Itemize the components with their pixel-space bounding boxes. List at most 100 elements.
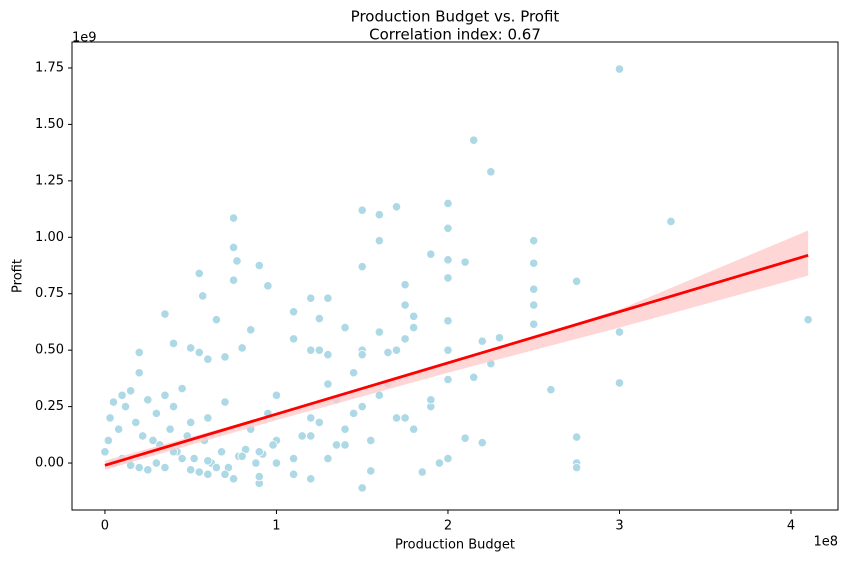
chart-title: Production Budget vs. Profit	[351, 8, 560, 26]
point	[134, 462, 144, 473]
point	[383, 347, 393, 358]
point	[460, 257, 470, 267]
point	[477, 438, 487, 448]
point	[254, 471, 264, 482]
point	[306, 431, 316, 441]
point	[108, 397, 119, 407]
point	[228, 474, 239, 484]
point	[572, 462, 582, 473]
point	[268, 440, 278, 450]
point	[374, 236, 384, 246]
point	[614, 327, 625, 337]
y-offset-label: 1e9	[72, 31, 97, 46]
point	[366, 435, 376, 446]
point	[400, 300, 410, 310]
point	[614, 378, 625, 388]
point	[177, 383, 187, 394]
point	[443, 273, 453, 283]
point	[216, 447, 227, 457]
point	[306, 345, 316, 355]
point	[134, 347, 144, 358]
confidence-band	[104, 230, 809, 470]
point	[349, 368, 359, 378]
point	[237, 451, 247, 461]
point	[148, 435, 158, 446]
point	[165, 424, 175, 434]
chart-subtitle: Correlation index: 0.67	[369, 26, 541, 44]
point	[494, 333, 505, 343]
point	[143, 465, 153, 475]
point	[434, 458, 444, 468]
point	[400, 413, 410, 423]
point	[469, 372, 479, 382]
y-axis-label: Profit	[11, 259, 26, 293]
point	[306, 474, 316, 484]
point	[340, 440, 350, 450]
point	[426, 395, 436, 405]
y-tick-label: 1.75	[35, 60, 64, 75]
point	[271, 458, 282, 468]
point	[271, 390, 282, 400]
point	[803, 315, 813, 325]
point	[211, 462, 222, 473]
point	[443, 316, 453, 326]
point	[323, 453, 333, 464]
point	[314, 417, 324, 428]
point	[426, 249, 436, 259]
point	[357, 402, 367, 412]
point	[314, 313, 324, 324]
point	[614, 64, 625, 74]
point	[160, 309, 170, 319]
point	[357, 205, 367, 215]
point	[297, 431, 307, 441]
x-tick-label: 0	[101, 519, 109, 534]
point	[349, 408, 359, 418]
y-tick-label: 1.25	[35, 173, 64, 188]
point	[228, 213, 239, 223]
point	[572, 432, 582, 442]
point	[203, 456, 213, 466]
point	[529, 300, 539, 310]
point	[409, 424, 419, 434]
point	[529, 236, 539, 246]
point	[443, 223, 453, 233]
point	[331, 440, 342, 450]
point	[357, 262, 367, 272]
plot-frame	[71, 41, 839, 511]
point	[168, 338, 179, 348]
point	[232, 256, 242, 266]
point	[138, 431, 148, 441]
point	[306, 413, 316, 423]
point	[246, 325, 256, 335]
x-axis-label: Production Budget	[395, 538, 515, 553]
point	[323, 293, 333, 303]
point	[289, 469, 299, 479]
point	[151, 458, 161, 468]
point	[194, 347, 204, 358]
point	[443, 453, 453, 464]
point	[220, 397, 230, 407]
point	[254, 447, 264, 457]
y-tick-label: 0.25	[35, 399, 64, 414]
point	[105, 413, 115, 423]
point	[546, 385, 556, 395]
point	[374, 327, 384, 337]
point	[168, 402, 179, 412]
point	[391, 345, 402, 355]
point	[126, 386, 136, 396]
point	[131, 417, 141, 428]
point	[103, 435, 113, 446]
point	[114, 424, 124, 434]
point	[340, 322, 350, 333]
point	[374, 210, 384, 220]
point	[391, 202, 402, 212]
point	[143, 395, 153, 405]
point	[443, 374, 453, 385]
point	[417, 467, 427, 477]
point	[177, 453, 187, 464]
point	[443, 345, 453, 355]
x-tick-label: 4	[787, 519, 795, 534]
point	[409, 322, 419, 333]
point	[529, 258, 539, 268]
point	[254, 260, 264, 271]
